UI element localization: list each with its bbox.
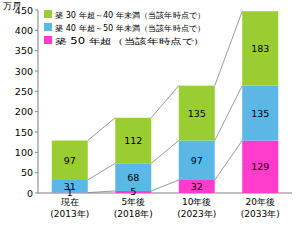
chart-container: 万戸05010015020025030035040045015321293168… [0, 0, 300, 226]
connector-line [151, 86, 179, 118]
bars [52, 11, 279, 193]
data-label: 97 [191, 155, 203, 166]
data-label: 112 [124, 135, 142, 146]
data-label: 32 [191, 181, 203, 192]
data-label: 135 [251, 108, 269, 119]
y-tick-label: 400 [15, 25, 33, 36]
data-label: 135 [188, 108, 206, 119]
bar-segment [179, 141, 215, 180]
data-label: 97 [64, 155, 76, 166]
x-tick-label: 5年後(2018年) [114, 197, 153, 219]
legend-label: 築 30 年超～40 年未満（当該年時点で） [55, 11, 205, 20]
data-label: 31 [64, 181, 76, 192]
legend-swatch [44, 23, 52, 31]
connector-line [151, 180, 179, 191]
y-tick-label: 450 [15, 5, 33, 16]
y-axis [38, 10, 39, 193]
connector-line [88, 191, 116, 193]
connector-line [215, 11, 243, 85]
y-tick-label: 200 [15, 106, 33, 117]
y-tick-label: 50 [21, 167, 33, 178]
data-label: 5 [130, 186, 136, 197]
connector-line [88, 118, 116, 141]
connector-line [151, 141, 179, 164]
legend-swatch [44, 36, 52, 44]
legend-background [42, 6, 207, 48]
y-tick-label: 250 [15, 86, 33, 97]
connector-line [215, 141, 243, 180]
bar-segment [52, 180, 88, 193]
bar-segment [179, 180, 215, 193]
data-label: 129 [251, 161, 269, 172]
legend-label: 築 50 年超（当該年時点で） [55, 37, 205, 46]
bar-segment [115, 118, 151, 164]
legend-swatch [44, 10, 52, 18]
legend: 築 30 年超～40 年未満（当該年時点で） 築 40 年超～50 年未満（当該年… [42, 6, 207, 48]
y-tick-label: 100 [15, 147, 33, 158]
y-tick-label: 0 [27, 188, 33, 199]
y-tick-label: 150 [15, 127, 33, 138]
x-tick-label: 20年後(2033年) [241, 197, 280, 219]
data-label: 68 [127, 172, 139, 183]
y-tick-label: 300 [15, 66, 33, 77]
legend-label: 築 40 年超～50 年未満（当該年時点で） [55, 24, 205, 33]
bar-segment [242, 141, 278, 193]
bar-segment [52, 141, 88, 180]
chart: 万戸05010015020025030035040045015321293168… [0, 0, 300, 226]
y-tick-label: 350 [15, 45, 33, 56]
bar-segment [242, 86, 278, 141]
connector-line [215, 86, 243, 141]
data-label: 183 [251, 43, 269, 54]
x-tick-label: 10年後(2023年) [177, 197, 216, 219]
bar-segment [179, 86, 215, 141]
x-tick-label: 現在(2013年) [50, 197, 89, 219]
bar-segment [242, 11, 278, 85]
connector-line [88, 163, 116, 180]
